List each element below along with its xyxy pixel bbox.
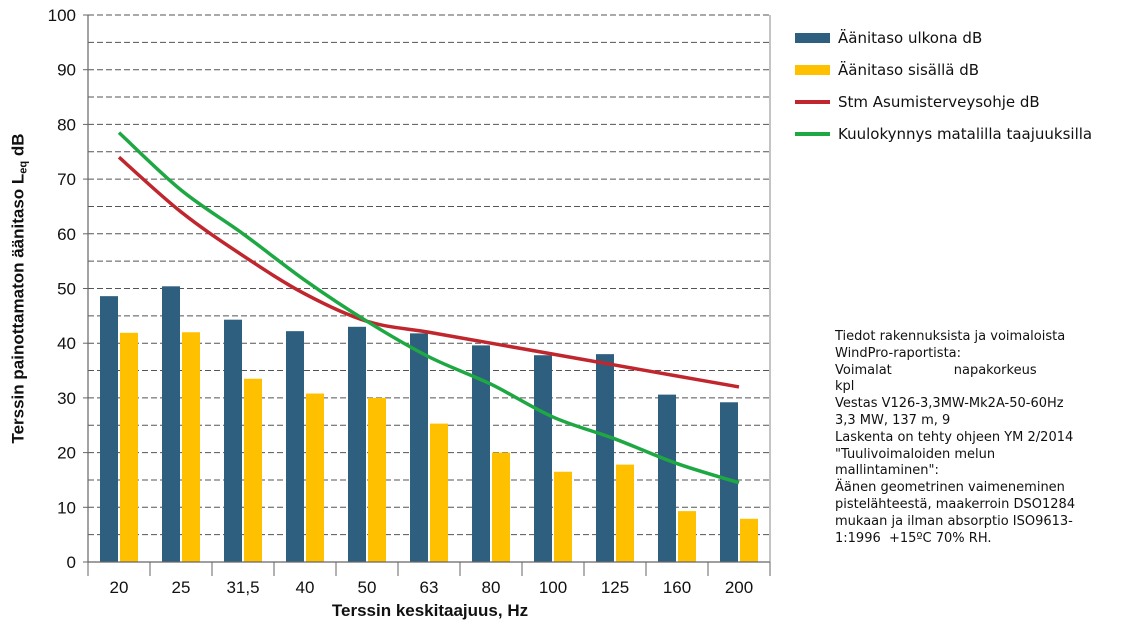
note-line: 1:1996 +15ºC 70% RH. [835,530,992,546]
note-line: kpl [835,379,855,395]
bar-indoor [182,332,200,562]
bar-indoor [740,518,758,562]
note-line: Äänen geometrinen vaimeneminen [835,480,1065,496]
y-tick-label: 30 [57,389,76,408]
x-tick-label: 20 [110,578,129,597]
legend-label-stm: Stm Asumisterveysohje dB [838,93,1040,111]
x-tick-label: 200 [725,578,753,597]
x-tick-label: 160 [663,578,691,597]
legend-swatch-indoor [795,65,830,75]
y-axis-title-main: Terssin painottamaton äänitaso L [8,173,28,444]
legend-label-hearing: Kuulokynnys matalilla taajuuksilla [838,125,1093,143]
bar-outdoor [658,394,676,562]
bar-indoor [492,452,510,562]
y-tick-label: 60 [57,225,76,244]
y-tick-label: 90 [57,61,76,80]
note-line: "Tuulivoimaloiden melun [835,446,996,462]
note-line: Laskenta on tehty ohjeen YM 2/2014 [835,429,1074,445]
line-hearing-threshold [117,131,740,485]
bar-outdoor [348,326,366,562]
x-tick-label: 63 [420,578,439,597]
bar-outdoor [162,286,180,562]
bar-outdoor [472,345,490,562]
legend-item-hearing: Kuulokynnys matalilla taajuuksilla [795,118,1137,150]
y-tick-label: 100 [48,6,76,25]
y-axis-title-unit: dB [8,133,28,161]
note-line: pistelähteestä, maakerroin DSO1284 [835,496,1076,512]
legend-swatch-stm [795,100,830,104]
x-tick-label: 25 [172,578,191,597]
y-tick-label: 80 [57,115,76,134]
bar-indoor [120,332,138,562]
note-line: Tiedot rakennuksista ja voimaloista [835,329,1066,344]
y-axis-title-subscript: eq [17,160,30,174]
bar-indoor [616,464,634,562]
note-line: mukaan ja ilman absorptio ISO9613- [835,513,1073,529]
bar-outdoor [100,296,118,562]
bar-indoor [244,378,262,562]
y-tick-label: 10 [57,498,76,517]
y-tick-label: 40 [57,334,76,353]
bar-outdoor [720,402,738,562]
x-tick-label: 125 [601,578,629,597]
y-tick-label: 20 [57,444,76,463]
bar-outdoor [596,354,614,562]
y-axis-title: Terssin painottamaton äänitaso Leq dB [9,79,30,499]
legend-label-indoor: Äänitaso sisällä dB [838,61,980,79]
bar-outdoor [534,355,552,562]
note-line: 3,3 MW, 137 m, 9 [835,412,951,428]
note-line: mallintaminen": [835,463,939,479]
note-line: Voimalat napakorkeus [835,362,1037,378]
legend-label-outdoor: Äänitaso ulkona dB [838,29,983,47]
x-tick-label: 40 [296,578,315,597]
x-axis-title: Terssin keskitaajuus, Hz [331,601,529,620]
bar-outdoor [286,331,304,562]
legend-item-indoor: Äänitaso sisällä dB [795,54,1137,86]
legend-swatch-outdoor [795,33,830,43]
bar-outdoor [410,333,428,562]
bar-indoor [678,511,696,562]
x-tick-label: 50 [358,578,377,597]
x-tick-label: 100 [539,578,567,597]
x-tick-label: 80 [482,578,501,597]
y-tick-label: 0 [67,553,76,572]
bar-indoor [306,393,324,562]
legend: Äänitaso ulkona dB Äänitaso sisällä dB S… [795,22,1137,150]
x-tick-label: 31,5 [226,578,259,597]
legend-item-stm: Stm Asumisterveysohje dB [795,86,1137,118]
bar-indoor [368,397,386,562]
calculation-note: Tiedot rakennuksista ja voimaloista WindP… [835,329,1135,547]
y-tick-label: 50 [57,280,76,299]
legend-item-outdoor: Äänitaso ulkona dB [795,22,1137,54]
y-tick-label: 70 [57,170,76,189]
note-line: WindPro-raportista: [835,345,962,361]
note-line: Vestas V126-3,3MW-Mk2A-50-60Hz [835,396,1064,412]
bar-outdoor [224,319,242,562]
bar-indoor [554,471,572,562]
bar-indoor [430,423,448,562]
line-stm-guideline [117,155,740,389]
legend-swatch-hearing [795,132,830,136]
